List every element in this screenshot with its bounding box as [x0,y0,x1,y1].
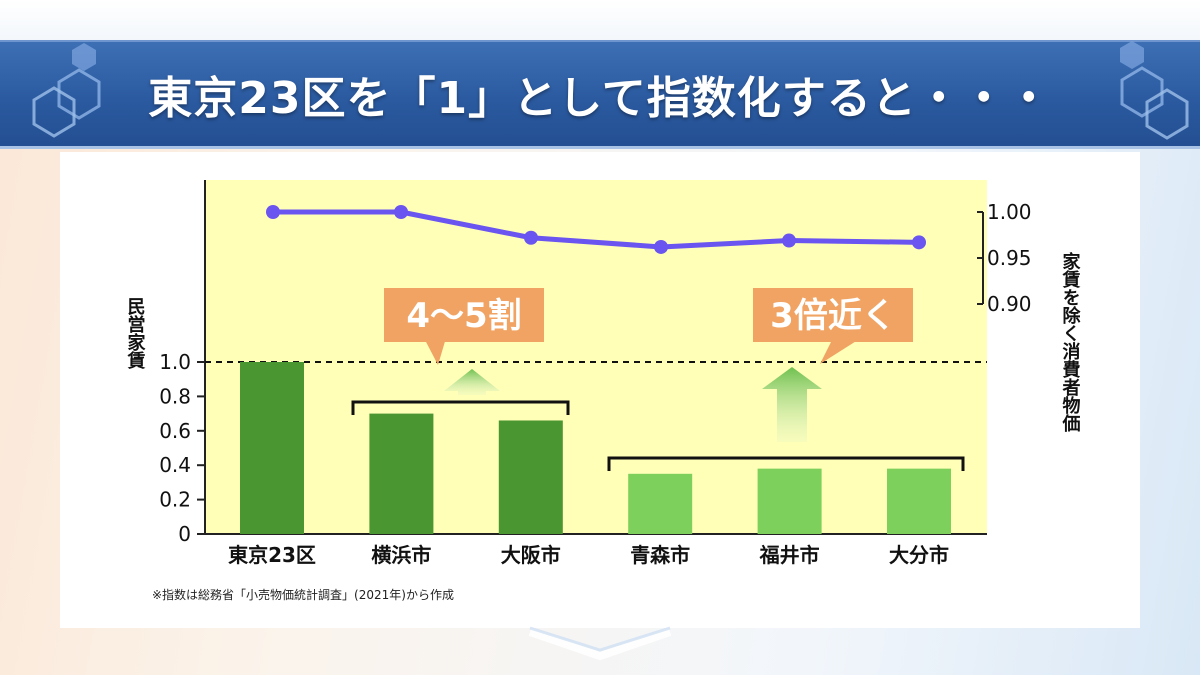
left-tick-label: 0.8 [159,384,191,408]
left-tick-label: 0 [178,522,191,546]
line-point-1 [394,205,408,219]
bar-5 [887,468,951,534]
bar-3 [628,473,693,534]
price-index-line [273,209,920,250]
left-tick-label: 0.6 [159,419,191,443]
line-point-2 [524,230,538,245]
chart-svg: 0 0.2 0.4 0.6 0.8 1.0 民営家賃 0.90 0.95 1.00 家賃を除く消費者… [125,180,1082,602]
category-label: 大阪市 [501,543,561,567]
category-label: 大分市 [889,543,949,567]
bar-4 [757,468,822,534]
footnote: ※指数は総務省「小売物価統計調査」(2021年)から作成 [152,587,454,602]
group-bracket [351,400,570,415]
line-point-3 [654,239,668,254]
chart-panel: 0 0.2 0.4 0.6 0.8 1.0 民営家賃 0.90 0.95 1.00 家賃を除く消費者… [60,152,1140,628]
line-point-0 [266,205,280,219]
right-tick-label: 0.95 [987,246,1032,270]
line-point-5 [912,235,926,250]
right-tick-label: 0.90 [987,292,1032,316]
left-axis-label: 民営家賃 [125,297,147,370]
callout-text: 4〜5割 [406,296,521,336]
bar-2 [498,420,563,534]
right-axis-label: 家賃を除く消費者物価 [1060,251,1082,433]
left-tick-label: 1.0 [159,350,191,374]
chevron-down-icon [528,626,672,661]
up-arrow [762,367,822,442]
page-title: 東京23区を「1」として指数化すると・・・ [148,73,1052,124]
callout-pointer [424,338,446,365]
category-label: 青森市 [630,543,690,567]
left-tick-label: 0.2 [159,488,191,512]
right-tick-label: 1.00 [987,200,1032,224]
line-point-4 [782,233,796,248]
bar-1 [369,413,434,534]
category-label: 東京23区 [228,543,316,567]
up-arrow-shape [762,367,822,442]
hexagon-decoration-right [1120,41,1189,140]
category-label: 福井市 [759,543,820,567]
header-bar: 東京23区を「1」として指数化すると・・・ [0,40,1200,149]
callout-box [753,288,913,342]
up-arrow-shape [444,369,500,395]
bar-0 [240,362,304,534]
up-arrow [444,369,500,395]
callout-box [384,288,544,342]
plot-background [205,180,987,534]
callout-text: 3倍近く [770,296,896,336]
group-bracket [607,456,965,471]
callout: 3倍近く [753,288,913,364]
hexagon-decoration-left [32,43,101,138]
top-strip [0,0,1200,40]
category-label: 横浜市 [371,543,431,567]
left-tick-label: 0.4 [159,453,191,477]
callout: 4〜5割 [384,288,544,365]
callout-pointer [820,338,861,364]
